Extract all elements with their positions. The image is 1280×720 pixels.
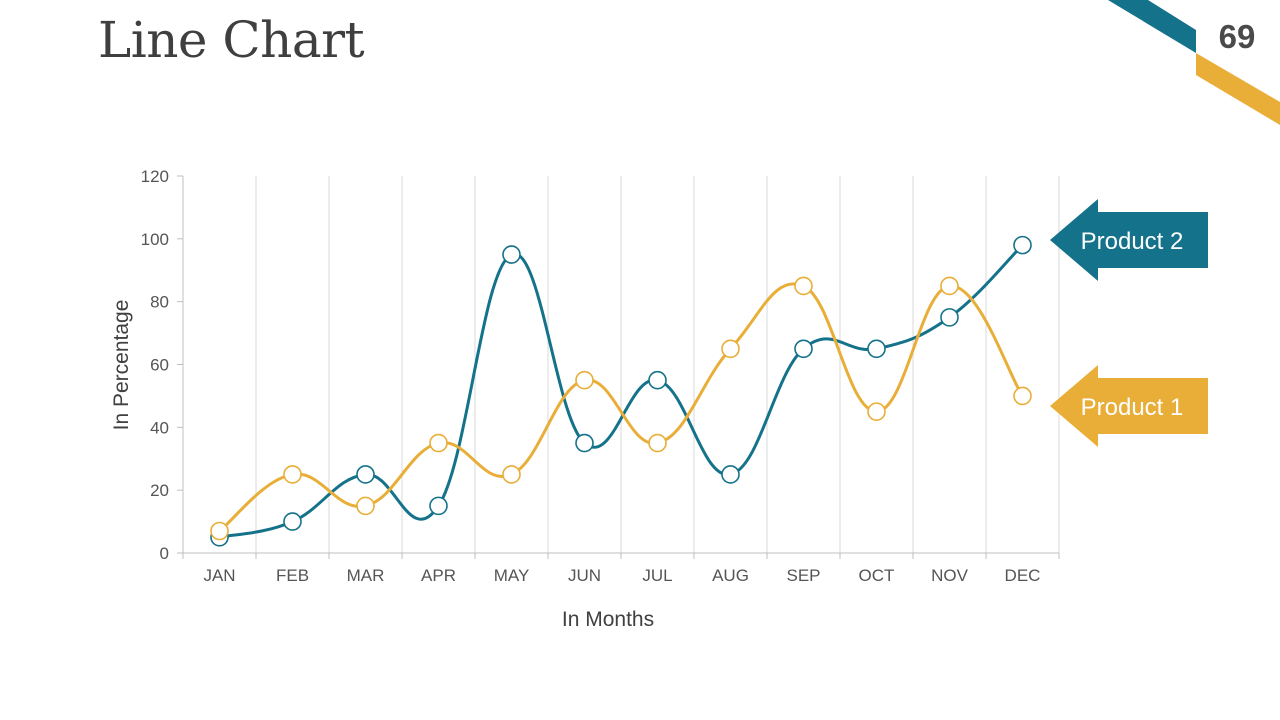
y-tick-label: 60 xyxy=(150,356,169,375)
data-point-product-2 xyxy=(648,370,667,390)
data-point-product-1 xyxy=(575,370,594,390)
data-point-product-2 xyxy=(283,512,302,531)
data-point-product-1 xyxy=(721,339,740,359)
data-point-product-1 xyxy=(429,433,448,453)
data-point-product-2 xyxy=(794,339,813,359)
data-point-product-2 xyxy=(1013,235,1032,255)
data-point-product-2 xyxy=(867,339,886,359)
legend-arrow-product-1 xyxy=(1050,365,1208,447)
data-point-product-2 xyxy=(429,496,448,516)
y-tick-label: 40 xyxy=(150,418,169,437)
data-point-product-1 xyxy=(867,402,886,421)
x-axis-title: In Months xyxy=(562,608,654,631)
x-tick-label: OCT xyxy=(859,566,895,585)
gold-stripe xyxy=(1196,53,1280,125)
x-tick-label: DEC xyxy=(1005,566,1041,585)
data-point-product-2 xyxy=(721,465,740,484)
data-point-product-1 xyxy=(210,521,229,541)
x-tick-label: APR xyxy=(421,566,456,585)
data-point-product-1 xyxy=(356,496,375,516)
legend-arrow-product-2 xyxy=(1050,199,1208,281)
y-tick-label: 100 xyxy=(141,230,169,249)
y-tick-label: 20 xyxy=(150,481,169,500)
data-point-product-2 xyxy=(940,308,959,327)
legend-label-product-2: Product 2 xyxy=(1081,228,1184,255)
x-tick-label: NOV xyxy=(931,566,969,585)
data-point-product-1 xyxy=(648,433,667,453)
data-point-product-2 xyxy=(356,465,375,484)
legend: Product 2 Product 1 xyxy=(1050,199,1208,447)
x-tick-label: FEB xyxy=(276,566,309,585)
legend-label-product-1: Product 1 xyxy=(1081,394,1184,421)
page-number: 69 xyxy=(1218,18,1256,55)
slide-title: Line Chart xyxy=(98,11,365,69)
data-point-product-1 xyxy=(940,276,959,296)
data-point-product-1 xyxy=(1013,386,1032,406)
x-tick-label: JUN xyxy=(568,566,601,585)
teal-stripe xyxy=(1108,0,1196,53)
x-tick-label: MAR xyxy=(347,566,385,585)
data-point-product-2 xyxy=(502,245,521,264)
x-tick-label: MAY xyxy=(494,566,530,585)
series-layer xyxy=(210,235,1032,547)
data-point-product-1 xyxy=(794,276,813,296)
x-tick-label: JUL xyxy=(642,566,672,585)
y-axis-title: In Percentage xyxy=(110,300,133,431)
y-tick-label: 0 xyxy=(160,544,169,563)
x-tick-label: SEP xyxy=(786,566,820,585)
axis-layer: 0 20 40 60 80 100 120 JAN FEB MAR APR MAY JUN JUL AUG S… xyxy=(141,167,1060,585)
y-tick-label: 80 xyxy=(150,293,169,312)
grid-layer xyxy=(255,176,1060,553)
data-point-product-1 xyxy=(283,465,302,484)
data-point-product-2 xyxy=(575,433,594,453)
x-tick-label: AUG xyxy=(712,566,749,585)
x-tick-label: JAN xyxy=(203,566,235,585)
data-point-product-1 xyxy=(502,465,521,484)
y-tick-label: 120 xyxy=(141,167,169,186)
